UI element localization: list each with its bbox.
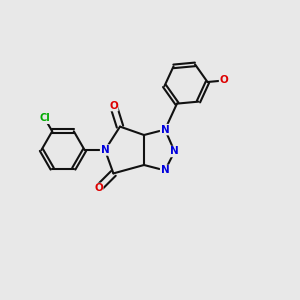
Text: O: O bbox=[109, 100, 118, 111]
Text: N: N bbox=[160, 165, 169, 176]
Text: O: O bbox=[220, 76, 228, 85]
Text: N: N bbox=[100, 145, 109, 155]
Text: N: N bbox=[170, 146, 179, 157]
Text: N: N bbox=[160, 124, 169, 135]
Text: O: O bbox=[94, 183, 103, 194]
Text: Cl: Cl bbox=[39, 113, 50, 123]
